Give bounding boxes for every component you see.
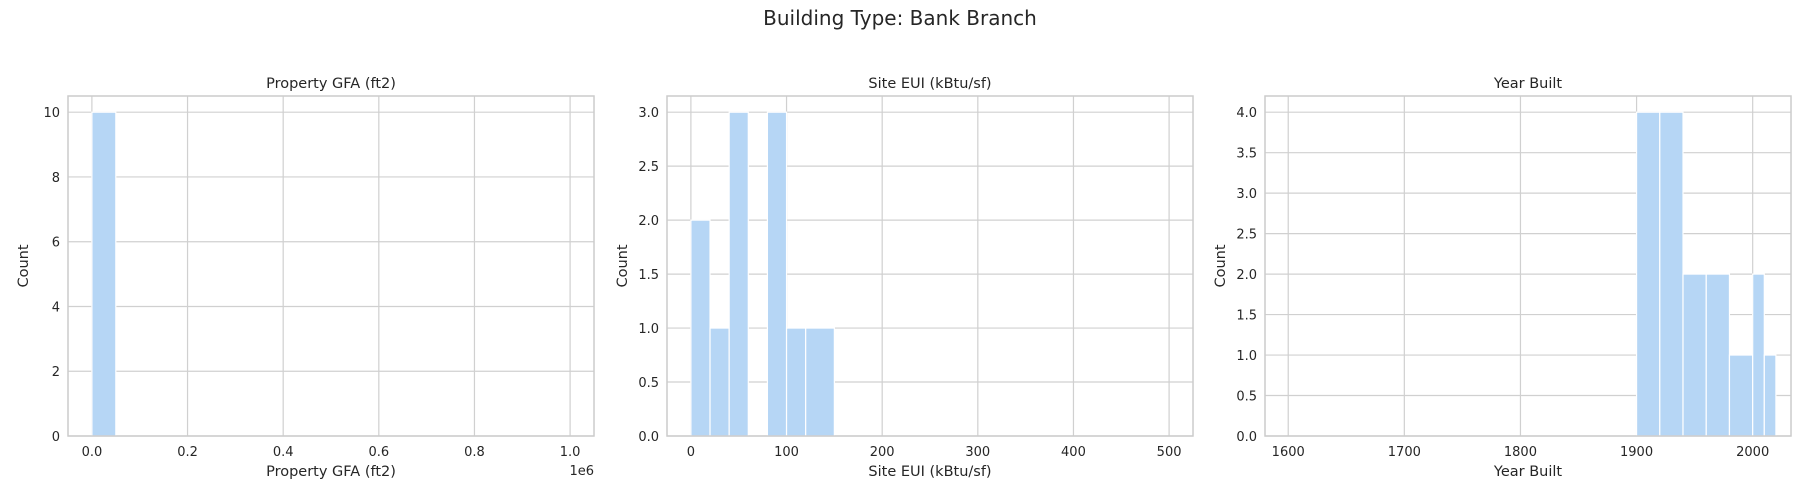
x-tick-label: 200: [870, 445, 895, 460]
histogram-bar: [1728, 354, 1754, 437]
figure-title: Building Type: Bank Branch: [763, 6, 1037, 30]
y-tick-label: 3.0: [638, 106, 659, 121]
y-tick-label: 0.5: [638, 376, 659, 391]
x-tick-label: 1600: [1272, 445, 1305, 460]
y-tick-label: 10: [43, 106, 60, 121]
x-axis-label: Property GFA (ft2): [266, 464, 396, 480]
x-tick-label: 0: [687, 445, 695, 460]
y-tick-label: 3.0: [1236, 187, 1257, 202]
histogram-bar: [1705, 273, 1731, 437]
x-tick-label: 2000: [1736, 445, 1769, 460]
y-tick-label: 4: [52, 300, 60, 315]
y-tick-label: 1.5: [1236, 309, 1257, 324]
y-tick-label: 2: [52, 365, 60, 380]
x-tick-label: 1700: [1388, 445, 1421, 460]
y-tick-label: 2.0: [1236, 268, 1257, 283]
y-tick-label: 2.5: [638, 160, 659, 175]
subplot-2: 0 100 200 300 400 500 0.0 0.5 1.0 1.5 2.0 2.5 3.0 Sit…: [615, 76, 1194, 480]
subplot-3: 1600 1700 1800 1900 2000 0.0 0.5 1.0 1.5 2.0 2.5 3.…: [1213, 76, 1792, 480]
y-tick-label: 8: [52, 171, 60, 186]
subplot-1: 0.0 0.2 0.4 0.6 0.8 1.0 0 2 4 6 8 10 Property GFA (f…: [16, 76, 595, 480]
x-tick-label: 100: [774, 445, 799, 460]
x-tick-label: 1900: [1620, 445, 1653, 460]
y-axis-label: Count: [615, 244, 631, 287]
histogram-bar: [1752, 273, 1765, 437]
x-tick-label: 0.2: [177, 445, 198, 460]
y-tick-label: 0.5: [1236, 390, 1257, 405]
x-tick-label: 300: [965, 445, 990, 460]
y-tick-label: 6: [52, 236, 60, 251]
histogram-bar: [1763, 354, 1777, 437]
histogram-bar: [91, 111, 117, 437]
x-tick-label: 0.4: [273, 445, 294, 460]
x-axis-label: Year Built: [1493, 464, 1563, 480]
subplot-title: Site EUI (kBtu/sf): [868, 76, 991, 92]
y-tick-label: 1.0: [638, 322, 659, 337]
y-tick-label: 2.5: [1236, 228, 1257, 243]
y-tick-label: 0.0: [1236, 430, 1257, 445]
subplot-title: Property GFA (ft2): [266, 76, 396, 92]
x-tick-label: 0.0: [82, 445, 103, 460]
x-tick-label: 1.0: [560, 445, 581, 460]
subplot-title: Year Built: [1493, 76, 1563, 92]
axes-frame: [1264, 95, 1792, 437]
y-tick-label: 1.0: [1236, 349, 1257, 364]
y-tick-label: 0.0: [638, 430, 659, 445]
x-tick-label: 400: [1061, 445, 1086, 460]
y-tick-label: 0: [52, 430, 60, 445]
axes-frame: [67, 95, 595, 437]
histogram-bar: [785, 327, 807, 437]
y-tick-label: 2.0: [638, 214, 659, 229]
y-axis-label: Count: [1213, 244, 1229, 287]
histogram-bar: [1635, 111, 1661, 437]
x-tick-label: 1800: [1504, 445, 1537, 460]
x-tick-label: 0.8: [464, 445, 485, 460]
histogram-bar: [766, 111, 788, 437]
x-tick-label: 500: [1157, 445, 1182, 460]
axes-frame: [666, 95, 1194, 437]
histogram-bar: [1682, 273, 1707, 437]
histogram-bar: [1659, 111, 1684, 437]
x-axis-label: Site EUI (kBtu/sf): [868, 464, 991, 480]
histogram-bar: [805, 327, 835, 437]
y-axis-label: Count: [16, 244, 32, 287]
histogram-bar: [728, 111, 749, 437]
y-tick-label: 1.5: [638, 268, 659, 283]
histogram-bar: [690, 219, 711, 437]
y-tick-label: 4.0: [1236, 106, 1257, 121]
histogram-bar: [709, 327, 730, 437]
y-tick-label: 3.5: [1236, 147, 1257, 162]
x-offset-label: 1e6: [569, 464, 594, 479]
x-tick-label: 0.6: [368, 445, 389, 460]
